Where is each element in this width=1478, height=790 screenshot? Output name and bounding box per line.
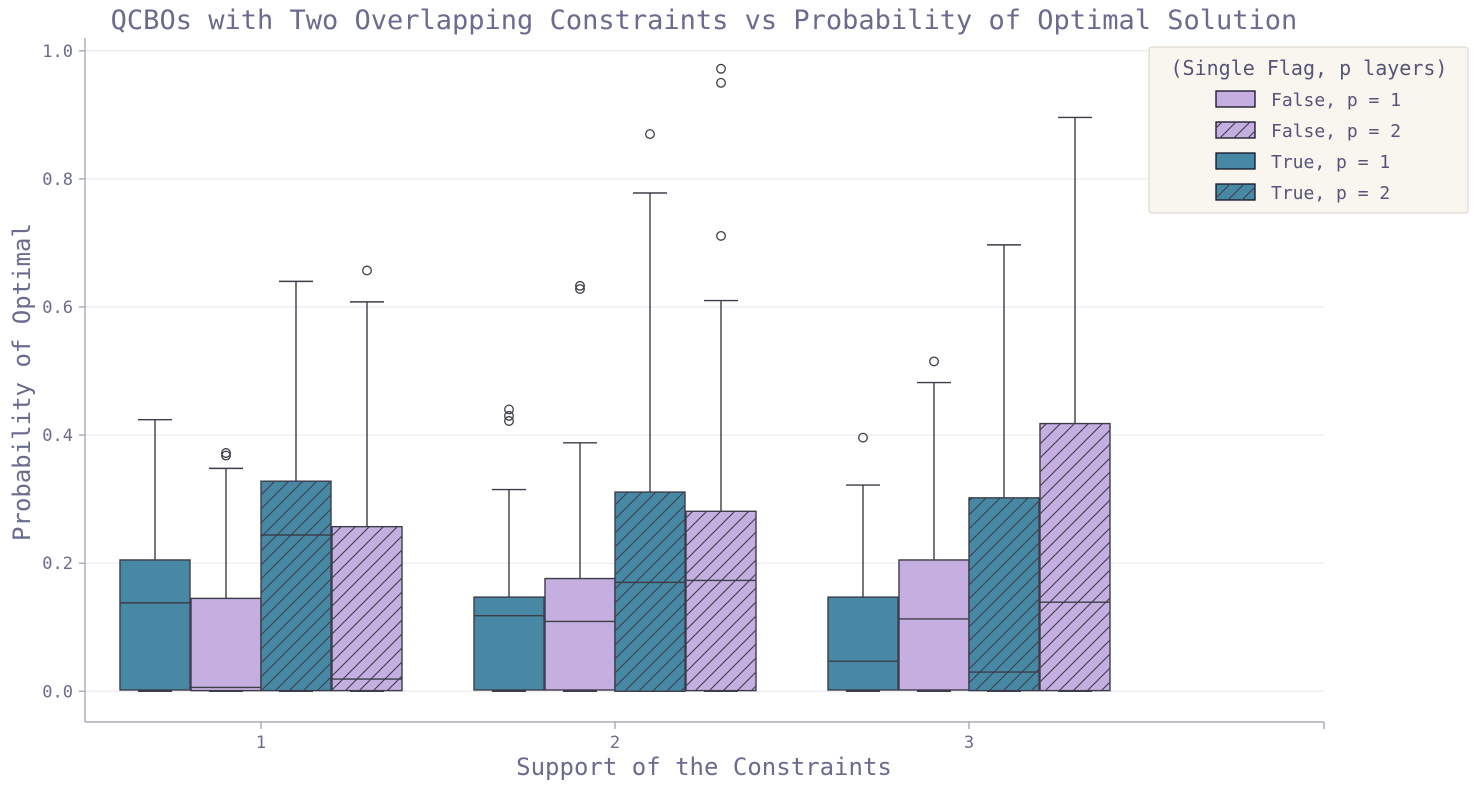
legend-swatch [1215, 90, 1256, 108]
outlier-point [716, 77, 726, 88]
box-hatch [261, 481, 331, 691]
box-body [898, 559, 970, 691]
legend-label: True, p = 1 [1271, 152, 1390, 173]
box-body [119, 559, 191, 691]
box-group [968, 244, 1040, 692]
x-tick-label: 2 [610, 733, 620, 753]
y-tick-label: 0.6 [42, 298, 73, 318]
outlier-point [716, 63, 726, 74]
box-group [331, 265, 403, 692]
legend: (Single Flag, p layers) False, p = 1 Fals… [1148, 46, 1469, 214]
outlier-point [858, 432, 868, 443]
legend-title: (Single Flag, p layers) [1171, 56, 1448, 80]
legend-label: True, p = 2 [1271, 183, 1390, 204]
y-axis-ticks: 0.0 0.2 0.4 0.6 0.8 1.0 [42, 42, 85, 702]
x-axis-ticks: 1 2 3 [256, 722, 974, 753]
legend-swatch-hatch [1216, 122, 1255, 138]
box-group [473, 404, 545, 692]
box-hatch [1040, 423, 1110, 691]
box-body [827, 596, 899, 691]
box-group [1039, 116, 1111, 692]
outlier-point [221, 450, 231, 461]
outlier-point [929, 356, 939, 367]
y-tick-label: 0.4 [42, 426, 73, 446]
outlier-point [504, 410, 514, 421]
outlier-point [504, 416, 514, 426]
chart-title: QCBOs with Two Overlapping Constraints v… [111, 5, 1298, 36]
outlier-point [575, 280, 585, 291]
x-tick-label: 1 [256, 733, 266, 753]
box-body [190, 597, 262, 692]
outlier-point [362, 265, 372, 276]
box-group [260, 280, 332, 692]
x-axis-label: Support of the Constraints [516, 753, 892, 781]
box-group [827, 432, 899, 692]
box-group [544, 280, 616, 692]
x-tick-label: 3 [964, 733, 974, 753]
box-hatch [686, 511, 756, 691]
legend-box [1148, 46, 1469, 214]
box-series [119, 63, 1111, 692]
y-tick-label: 0.0 [42, 682, 73, 702]
legend-swatch-hatch [1216, 184, 1255, 200]
legend-label: False, p = 1 [1271, 90, 1401, 111]
y-tick-label: 0.8 [42, 170, 73, 190]
legend-swatch [1215, 152, 1256, 170]
y-tick-label: 1.0 [42, 42, 73, 62]
box-group [190, 448, 262, 692]
box-group [898, 356, 970, 692]
box-hatch [969, 497, 1039, 691]
box-hatch [615, 492, 685, 692]
outlier-point [221, 448, 231, 458]
y-axis-label: Probability of Optimal [8, 223, 36, 541]
outlier-point [575, 284, 585, 295]
legend-label: False, p = 2 [1271, 121, 1401, 142]
outlier-point [504, 404, 514, 415]
box-group [119, 419, 191, 692]
outlier-point [645, 129, 655, 140]
box-body [473, 596, 545, 691]
box-hatch [332, 526, 402, 691]
box-group [614, 129, 686, 692]
box-group [685, 63, 757, 692]
box-body [544, 577, 616, 691]
outlier-point [716, 230, 726, 241]
y-tick-label: 0.2 [42, 554, 73, 574]
